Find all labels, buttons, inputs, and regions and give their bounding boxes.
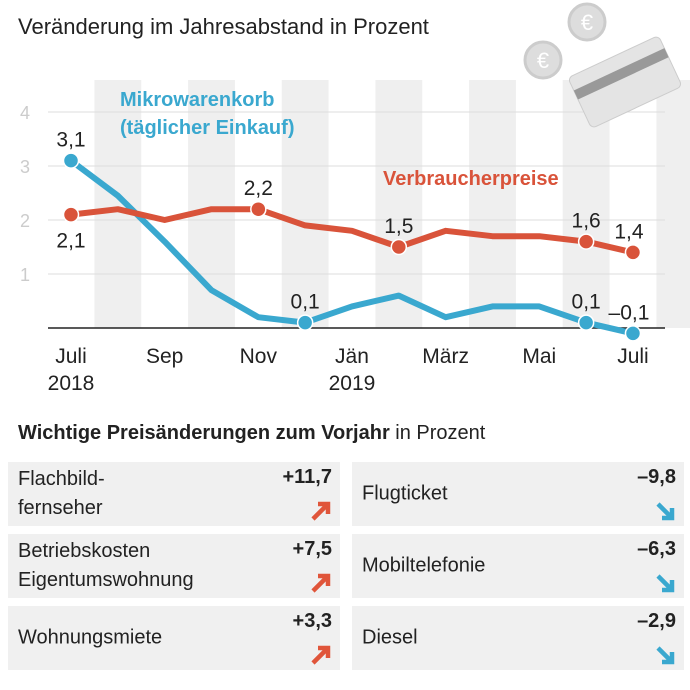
month-stripe: [94, 80, 142, 328]
legend-mikrowarenkorb-sub: (täglicher Einkauf): [120, 117, 294, 139]
data-label: 3,1: [56, 129, 85, 152]
item-label: Betriebskosten Eigentumswohnung: [18, 540, 194, 591]
marker: [577, 233, 595, 250]
x-tick-label: Mai: [522, 345, 556, 368]
price-change-item: Diesel –2,9: [352, 606, 684, 670]
data-label: 0,1: [572, 291, 601, 314]
data-label: –0,1: [609, 301, 650, 324]
legend-verbraucherpreise: Verbraucherpreise: [383, 168, 559, 190]
y-tick-label: 3: [20, 157, 30, 177]
month-stripe: [375, 80, 423, 328]
svg-text:€: €: [581, 10, 593, 35]
item-label: Mobiltelefonie: [362, 554, 486, 577]
price-change-item: Flugticket –9,8: [352, 462, 684, 526]
x-tick-year: 2019: [329, 372, 376, 395]
price-change-item: Flachbild- fernseher +11,7: [8, 462, 340, 526]
marker: [62, 152, 80, 169]
x-tick-label: Juli: [55, 345, 87, 368]
marker: [250, 200, 267, 218]
y-tick-label: 1: [20, 265, 30, 285]
line-chart: 1 2 3 4 Juli 2018 Sep Nov Jän 2019 März Mai Juli € €…: [20, 2, 690, 395]
item-label: Flugticket: [362, 482, 448, 505]
marker: [624, 244, 642, 261]
chart-subtitle: Veränderung im Jahresabstand in Prozent: [18, 14, 429, 39]
item-value: +11,7: [282, 466, 332, 488]
marker: [390, 238, 408, 256]
y-tick-label: 2: [20, 211, 30, 231]
item-value: –2,9: [637, 610, 676, 632]
y-tick-label: 4: [20, 103, 30, 123]
x-tick-label: Jän: [335, 345, 369, 368]
data-label: 1,5: [384, 215, 413, 238]
data-label: 1,4: [614, 220, 644, 243]
arrow-up-right-icon: [311, 501, 331, 521]
item-value: –9,8: [637, 466, 676, 488]
marker: [577, 314, 595, 331]
item-value: +7,5: [292, 538, 332, 560]
x-tick-year: 2018: [48, 372, 95, 395]
data-label: 2,1: [56, 230, 85, 253]
item-label: Wohnungsmiete: [18, 626, 163, 649]
marker: [62, 206, 80, 223]
price-change-item: Mobiltelefonie –6,3: [352, 534, 684, 598]
coins-and-card-icon: € €: [523, 2, 682, 128]
arrow-up-right-icon: [311, 645, 331, 665]
arrow-down-right-icon: [656, 646, 675, 665]
x-tick-label: Nov: [240, 345, 278, 368]
legend-mikrowarenkorb: Mikrowarenkorb: [120, 89, 274, 111]
item-value: –6,3: [637, 538, 676, 560]
changes-heading: Wichtige Preisänderungen zum Vorjahr in …: [18, 422, 486, 444]
marker: [624, 325, 642, 342]
month-stripe: [469, 80, 516, 328]
arrow-up-right-icon: [311, 573, 331, 593]
item-label: Flachbild- fernseher: [18, 468, 105, 519]
arrow-down-right-icon: [656, 502, 675, 521]
marker: [296, 314, 314, 331]
price-change-item: Wohnungsmiete +3,3: [8, 606, 340, 670]
arrow-down-right-icon: [656, 574, 675, 593]
data-label: 1,6: [572, 210, 601, 233]
x-tick-label: Sep: [146, 345, 183, 368]
item-value: +3,3: [292, 610, 332, 632]
svg-text:€: €: [537, 48, 549, 73]
month-stripe: [281, 80, 329, 328]
item-label: Diesel: [362, 626, 418, 649]
data-label: 2,2: [244, 177, 273, 200]
month-stripe: [656, 80, 690, 328]
x-tick-label: März: [422, 345, 469, 368]
x-tick-label: Juli: [617, 345, 649, 368]
price-change-item: Betriebskosten Eigentumswohnung +7,5: [8, 534, 340, 598]
data-label: 0,1: [291, 291, 320, 314]
